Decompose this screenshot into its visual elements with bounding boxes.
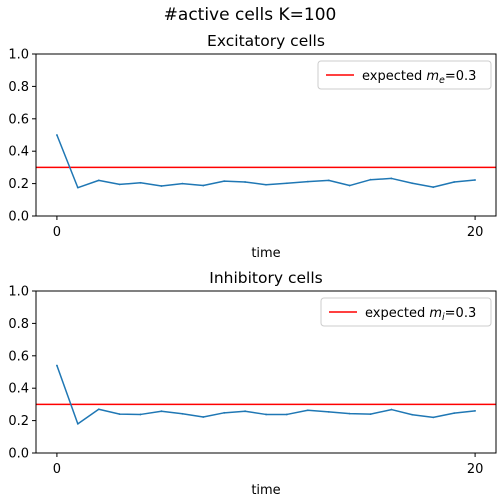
data-point <box>306 180 309 183</box>
data-point <box>118 413 121 416</box>
data-point <box>223 180 226 183</box>
y-tick-label: 0.4 <box>8 382 29 397</box>
y-tick-label: 0.8 <box>8 317 29 332</box>
data-point <box>369 178 372 181</box>
legend-label: expected me=0.3 <box>362 69 476 86</box>
data-point <box>181 182 184 185</box>
data-point <box>348 412 351 415</box>
axes-frame <box>35 53 497 217</box>
data-point <box>327 410 330 413</box>
data-point <box>306 409 309 412</box>
y-tick-label: 0.6 <box>8 112 29 127</box>
legend-label: expected mi=0.3 <box>365 306 476 323</box>
legend-box <box>320 297 492 327</box>
chart-panel-1: Excitatory cells 0.0 0.2 0.4 0.6 0.8 1.0 0 20 tim… <box>8 32 497 261</box>
data-point <box>223 411 226 414</box>
x-tick-label: 0 <box>53 225 61 240</box>
x-tick-label: 0 <box>53 462 61 477</box>
data-point <box>76 422 79 425</box>
data-point <box>474 179 476 181</box>
data-point <box>453 412 456 415</box>
data-point <box>411 413 414 416</box>
data-point <box>56 364 58 367</box>
panels: Excitatory cells 0.0 0.2 0.4 0.6 0.8 1.0 0 20 tim… <box>8 32 497 498</box>
x-axis-label: time <box>251 246 280 261</box>
data-point <box>160 410 163 413</box>
x-tick-label: 20 <box>467 225 484 240</box>
y-tick-label: 1.0 <box>8 48 29 63</box>
data-point <box>286 413 288 416</box>
data-point <box>369 413 372 416</box>
chart-panel-2: Inhibitory cells 0.0 0.2 0.4 0.6 0.8 1.0 0 20 tim… <box>8 269 497 498</box>
legend-box <box>317 60 492 90</box>
y-tick-label: 1.0 <box>8 285 29 300</box>
chart-title: Excitatory cells <box>207 32 325 50</box>
data-point <box>118 183 121 186</box>
y-tick-label: 0.2 <box>8 414 29 429</box>
data-point <box>244 181 246 183</box>
data-point <box>139 413 142 416</box>
data-point <box>160 185 163 187</box>
data-point <box>265 183 267 186</box>
data-point <box>202 416 205 418</box>
data-point <box>76 186 79 189</box>
data-point <box>327 179 330 182</box>
data-point <box>348 184 351 187</box>
data-point <box>411 182 414 185</box>
x-axis-label: time <box>251 483 280 498</box>
data-point <box>453 181 456 183</box>
y-tick-label: 0.4 <box>8 145 29 160</box>
data-point <box>97 408 100 411</box>
data-point <box>265 413 267 416</box>
y-tick-label: 0.8 <box>8 80 29 95</box>
data-point <box>56 134 58 136</box>
data-point <box>244 410 246 413</box>
axes-frame <box>35 290 497 454</box>
legend: expected me=0.3 <box>317 60 492 90</box>
data-point <box>202 184 205 187</box>
x-tick-label: 20 <box>467 462 484 477</box>
legend: expected mi=0.3 <box>320 297 492 327</box>
data-point <box>474 409 476 412</box>
data-point <box>390 177 393 180</box>
data-point <box>286 182 288 185</box>
data-point <box>432 416 435 419</box>
y-tick-label: 0.0 <box>8 447 29 462</box>
data-point <box>181 412 184 415</box>
data-point <box>390 408 393 411</box>
data-point <box>97 179 100 182</box>
y-tick-label: 0.2 <box>8 177 29 192</box>
y-tick-label: 0.0 <box>8 210 29 225</box>
data-point <box>139 181 142 184</box>
data-point <box>432 186 435 189</box>
chart-title: Inhibitory cells <box>209 269 322 287</box>
y-tick-label: 0.6 <box>8 349 29 364</box>
figure-suptitle: #active cells K=100 <box>164 5 337 25</box>
